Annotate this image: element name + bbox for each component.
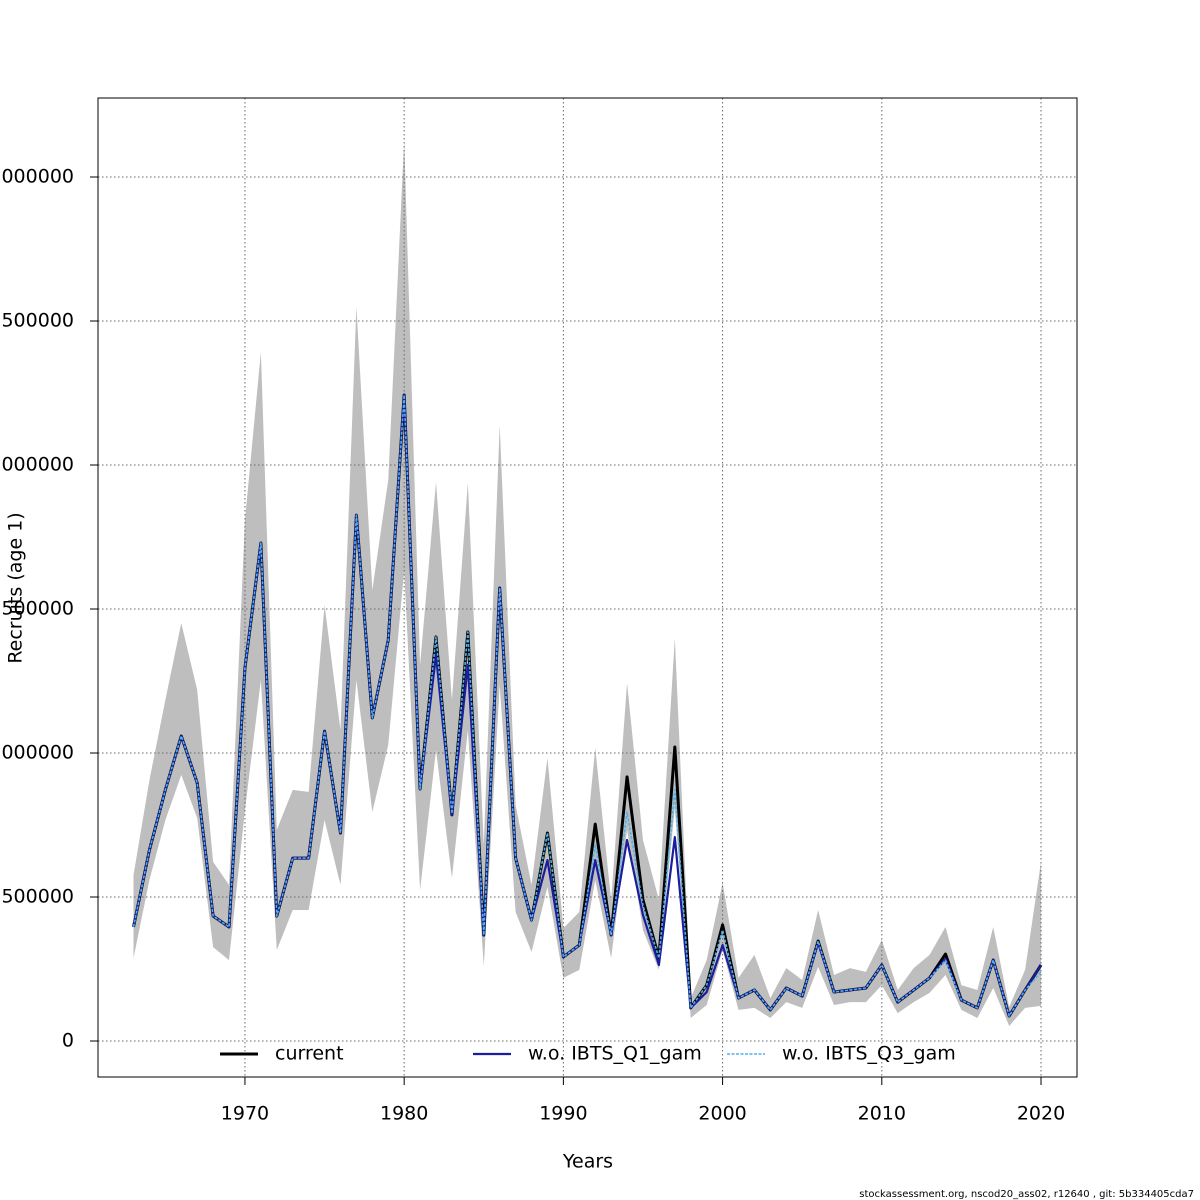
x-tick-label: 2010	[858, 1103, 906, 1125]
legend-label: w.o. IBTS_Q3_gam	[782, 1043, 956, 1065]
x-tick-label: 1990	[539, 1103, 587, 1125]
y-axis-label: Recruits (age 1)	[5, 512, 27, 663]
y-tick-label: 500000	[1, 886, 74, 908]
y-tick-label: 2500000	[0, 310, 74, 332]
y-tick-label: 1000000	[0, 742, 74, 764]
y-tick-label: 3000000	[0, 166, 74, 188]
footer: stockassessment.org, nscod20_ass02, r126…	[859, 1189, 1194, 1200]
x-tick-label: 1970	[221, 1103, 269, 1125]
confidence-band	[133, 140, 1042, 1027]
x-axis-label: Years	[562, 1151, 613, 1173]
y-tick-label: 1500000	[0, 598, 74, 620]
x-tick-label: 1980	[380, 1103, 428, 1125]
y-tick-label: 2000000	[0, 454, 74, 476]
legend-label: w.o. IBTS_Q1_gam	[528, 1043, 702, 1065]
plot-frame	[97, 97, 1078, 1078]
legend-label: current	[275, 1043, 344, 1065]
y-tick-label: 0	[62, 1030, 74, 1052]
x-tick-label: 2000	[698, 1103, 746, 1125]
data-line	[132, 394, 1042, 1017]
x-tick-label: 2020	[1017, 1103, 1065, 1125]
